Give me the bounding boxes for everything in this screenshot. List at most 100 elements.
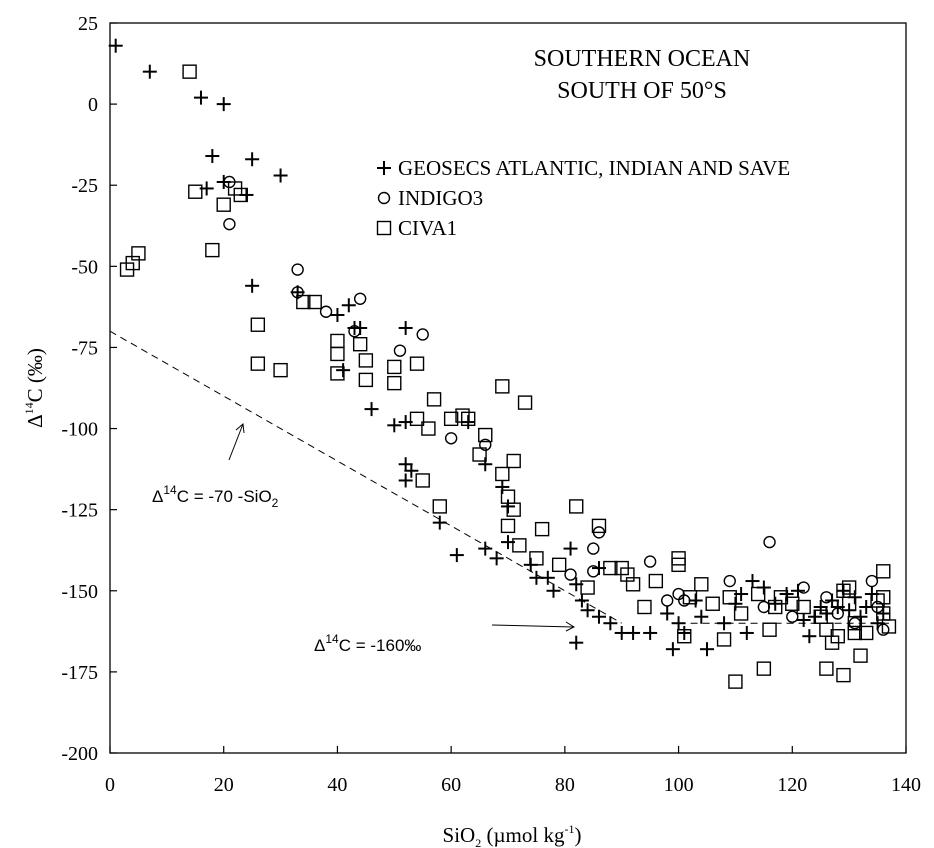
data-point-plus — [745, 574, 760, 589]
legend-marker-square — [376, 220, 392, 236]
data-point-square — [796, 599, 811, 615]
reference-lines — [109, 330, 889, 624]
legend-symbol-square — [376, 220, 392, 236]
data-point-square — [387, 375, 402, 391]
data-point-square — [478, 427, 493, 443]
data-point-square — [472, 447, 487, 462]
data-point-plus — [404, 463, 419, 478]
data-point-square — [569, 499, 584, 514]
data-point-square — [694, 577, 709, 592]
data-point-plus — [779, 587, 794, 602]
data-point-square — [682, 590, 698, 605]
data-point-square — [455, 408, 470, 423]
data-point-circle — [643, 555, 657, 568]
data-point-square — [307, 294, 322, 310]
data-point-plus — [216, 97, 231, 112]
data-point-plus — [580, 603, 595, 618]
data-point-square — [750, 586, 766, 602]
data-point-plus — [694, 609, 709, 624]
data-point-square — [819, 661, 834, 676]
data-point-square — [625, 577, 641, 592]
data-point-circle — [291, 263, 304, 276]
annotation-deep-arrow — [491, 624, 575, 628]
data-point-square — [495, 466, 510, 482]
data-point-plus — [836, 583, 851, 598]
data-point-square — [836, 667, 851, 683]
data-point-square — [125, 255, 140, 271]
legend-symbol-circle — [377, 191, 391, 205]
y-tick-label: -175 — [61, 662, 98, 684]
data-point-circle — [763, 535, 776, 549]
data-point-square — [876, 590, 891, 605]
data-point-square — [182, 64, 197, 79]
data-point-plus — [546, 583, 561, 598]
data-point-plus — [819, 606, 834, 621]
data-point-square — [506, 502, 521, 517]
data-point-circle — [223, 217, 236, 231]
data-point-square — [529, 551, 544, 566]
data-point-square — [762, 622, 777, 637]
data-point-square — [296, 294, 311, 310]
data-point-square — [620, 567, 635, 582]
y-tick-label: -150 — [61, 581, 98, 603]
data-point-square — [216, 197, 231, 212]
data-point-square — [756, 661, 772, 676]
data-point-square — [785, 596, 800, 611]
data-point-square — [330, 366, 345, 381]
data-point-circle — [416, 328, 429, 341]
data-point-circle — [865, 574, 879, 588]
data-point-plus — [398, 473, 413, 488]
y-tick-label: 0 — [88, 94, 98, 116]
data-point-square — [426, 392, 442, 407]
data-point-plus — [336, 363, 351, 378]
data-point-plus — [808, 609, 823, 624]
data-point-circle — [820, 591, 833, 604]
data-point-circle — [877, 623, 890, 636]
data-point-plus — [489, 551, 504, 566]
x-tick-label: 60 — [441, 774, 461, 796]
data-point-plus — [449, 548, 464, 563]
data-point-plus — [688, 593, 703, 608]
data-point-plus — [364, 402, 379, 417]
data-point-square — [421, 421, 436, 436]
data-point-square — [330, 346, 345, 362]
data-point-square — [841, 596, 857, 611]
data-point-circle — [786, 610, 799, 623]
data-point-circle — [393, 344, 407, 357]
data-point-plus — [245, 152, 260, 167]
x-tick-label: 20 — [214, 774, 234, 796]
data-point-square — [233, 187, 248, 203]
data-point-plus — [330, 308, 345, 322]
data-point-square — [250, 317, 266, 332]
data-point-plus — [290, 285, 305, 300]
data-point-square — [461, 411, 476, 427]
data-point-circle — [353, 292, 367, 305]
data-point-plus — [660, 606, 675, 621]
data-point-square — [534, 521, 550, 537]
data-point-plus — [478, 541, 493, 556]
data-point-plus — [802, 629, 817, 644]
x-tick-label: 140 — [891, 774, 921, 796]
data-point-plus — [591, 609, 606, 624]
annotation-sio2-line-label: Δ14C = -70 -SiO2 — [152, 483, 279, 510]
data-point-square — [358, 372, 374, 388]
data-point-square — [841, 580, 857, 595]
data-point-square — [847, 616, 863, 631]
annotation-deep-arrowhead — [565, 621, 576, 632]
axis-ticks: 0 20 40 60 80 100 120 140 25 0 -25 -50 -75 -100 -125 -1… — [61, 13, 921, 796]
legend-label-civa1: CIVA1 — [398, 216, 457, 240]
data-point-circle — [564, 568, 577, 581]
data-point-plus — [671, 616, 686, 631]
data-point-circle — [587, 565, 600, 578]
data-point-plus — [569, 635, 584, 650]
y-tick-label: -100 — [61, 419, 98, 441]
data-point-circle — [797, 581, 810, 594]
data-point-plus — [108, 38, 123, 53]
data-point-plus — [245, 278, 260, 293]
data-point-square — [409, 411, 425, 427]
data-point-square — [443, 411, 459, 427]
data-point-square — [506, 453, 521, 469]
data-point-square — [330, 333, 345, 349]
data-point-plus — [700, 642, 714, 657]
data-point-plus — [677, 625, 692, 640]
